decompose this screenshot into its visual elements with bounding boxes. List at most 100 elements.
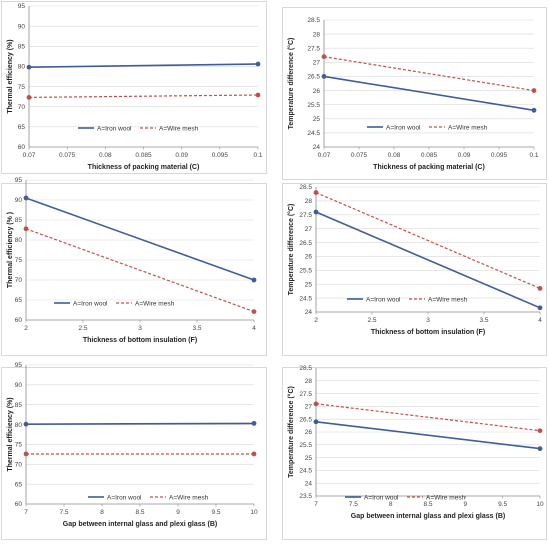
y-tick-label: 80 bbox=[15, 237, 23, 244]
x-tick-label: 0.075 bbox=[59, 152, 76, 159]
y-axis-title: Temperature difference (°C) bbox=[287, 386, 295, 478]
x-tick-label: 8 bbox=[100, 509, 104, 516]
x-tick-label: 3 bbox=[138, 325, 142, 332]
x-axis-title: Thickness of bottom insulation (F) bbox=[83, 337, 197, 344]
data-point bbox=[313, 401, 319, 407]
legend-label: A=Iron wool bbox=[97, 125, 132, 132]
y-tick-label: 28 bbox=[305, 378, 313, 385]
series-line-wire-mesh bbox=[315, 403, 541, 432]
data-point bbox=[537, 428, 543, 434]
y-tick-label: 24.5 bbox=[299, 468, 312, 475]
y-tick-label: 28.5 bbox=[299, 365, 312, 372]
legend-label: A=Wire mesh bbox=[169, 494, 209, 501]
data-point bbox=[23, 195, 29, 201]
y-tick-label: 80 bbox=[18, 64, 26, 71]
legend-label: A=Iron wool bbox=[386, 124, 421, 131]
data-point bbox=[23, 451, 29, 457]
legend-label: A=Wire mesh bbox=[159, 125, 199, 132]
series-line-wire-mesh bbox=[323, 56, 535, 92]
y-tick-label: 65 bbox=[18, 124, 26, 131]
data-point bbox=[26, 64, 32, 70]
data-point bbox=[321, 54, 327, 60]
x-tick-label: 0.1 bbox=[253, 152, 262, 159]
chart-frame bbox=[282, 183, 547, 356]
x-tick-label: 0.07 bbox=[23, 152, 36, 159]
series-line-iron-wool bbox=[25, 197, 255, 281]
x-axis-title: Gap between internal glass and plexi gla… bbox=[351, 513, 505, 520]
data-point bbox=[313, 419, 319, 425]
data-point bbox=[255, 61, 261, 67]
chart-frame bbox=[282, 7, 547, 180]
series-line-iron-wool bbox=[25, 422, 255, 426]
chart-5: 60 65 70 75 80 85 90 95 7 7.5 8 8.5 9 9.5 10 Gap betwee… bbox=[1, 362, 267, 540]
x-tick-label: 3 bbox=[426, 317, 430, 324]
x-tick-label: 0.1 bbox=[529, 152, 538, 159]
y-tick-label: 90 bbox=[15, 382, 23, 389]
x-tick-label: 0.09 bbox=[175, 152, 188, 159]
x-tick-label: 9 bbox=[464, 501, 468, 508]
data-point bbox=[251, 309, 257, 314]
series-line-iron-wool bbox=[315, 211, 541, 309]
chart-2: 24 24.5 25 25.5 26 26.5 27 27.5 28 28.5 0.07 0.075 0… bbox=[282, 7, 547, 180]
data-point bbox=[23, 226, 29, 232]
y-tick-label: 80 bbox=[15, 422, 23, 429]
y-tick-label: 27.5 bbox=[307, 45, 320, 52]
x-tick-label: 7.5 bbox=[349, 501, 358, 508]
chart-4: 24 24.5 25 25.5 26 26.5 27 27.5 28 28.5 2 2.5 3 3.5 4 T… bbox=[282, 183, 547, 356]
data-point bbox=[23, 421, 29, 427]
x-tick-label: 0.08 bbox=[99, 152, 112, 159]
x-tick-label: 4 bbox=[252, 325, 256, 332]
x-tick-label: 10 bbox=[536, 501, 544, 508]
x-axis-title: Gap between internal glass and plexi gla… bbox=[63, 521, 217, 528]
y-tick-label: 24 bbox=[305, 309, 313, 316]
legend-label: A=Wire mesh bbox=[135, 300, 175, 307]
y-tick-label: 75 bbox=[15, 257, 23, 264]
chart-frame bbox=[282, 367, 547, 540]
y-tick-label: 25.5 bbox=[299, 442, 312, 449]
data-point bbox=[251, 277, 257, 283]
y-tick-label: 27.5 bbox=[299, 391, 312, 398]
y-tick-label: 60 bbox=[15, 317, 23, 324]
y-tick-label: 65 bbox=[15, 481, 23, 488]
x-tick-label: 9.5 bbox=[211, 509, 220, 516]
y-tick-label: 26.5 bbox=[307, 74, 320, 81]
y-tick-label: 26 bbox=[305, 254, 313, 261]
x-tick-label: 2.5 bbox=[367, 317, 376, 324]
y-tick-label: 70 bbox=[15, 461, 23, 468]
y-tick-label: 85 bbox=[15, 402, 23, 409]
y-axis-title: Temperature difference (°C) bbox=[287, 204, 295, 296]
y-tick-label: 85 bbox=[15, 217, 23, 224]
x-tick-label: 3.5 bbox=[479, 317, 488, 324]
x-tick-label: 0.075 bbox=[351, 152, 368, 159]
y-tick-label: 28 bbox=[305, 198, 313, 205]
x-tick-label: 7 bbox=[314, 501, 318, 508]
y-tick-label: 70 bbox=[18, 104, 26, 111]
y-tick-label: 25 bbox=[305, 455, 313, 462]
x-tick-label: 8.5 bbox=[135, 509, 144, 516]
y-tick-label: 24.5 bbox=[299, 295, 312, 302]
y-axis-title: Thermal efficiency (%) bbox=[7, 39, 14, 113]
x-tick-label: 7.5 bbox=[59, 509, 68, 516]
x-tick-label: 4 bbox=[538, 317, 542, 324]
y-tick-label: 70 bbox=[15, 277, 23, 284]
x-tick-label: 0.095 bbox=[212, 152, 229, 159]
y-tick-label: 27.5 bbox=[299, 212, 312, 219]
legend-label: A=Iron wool bbox=[107, 494, 142, 501]
x-axis-title: Thickness of bottom insulation (F) bbox=[371, 329, 485, 336]
x-tick-label: 0.085 bbox=[421, 152, 438, 159]
legend-label: A=Wire mesh bbox=[426, 494, 466, 501]
x-tick-label: 9.5 bbox=[498, 501, 507, 508]
y-tick-label: 65 bbox=[15, 297, 23, 304]
y-tick-label: 75 bbox=[15, 442, 23, 449]
data-point bbox=[313, 209, 319, 215]
x-tick-label: 0.07 bbox=[318, 152, 331, 159]
y-tick-label: 24 bbox=[313, 144, 321, 151]
data-point bbox=[26, 95, 32, 100]
data-point bbox=[255, 92, 261, 98]
y-axis-title: Temperature difference (°C) bbox=[287, 38, 295, 130]
x-tick-label: 3.5 bbox=[192, 325, 201, 332]
y-tick-label: 28.5 bbox=[299, 184, 312, 191]
y-tick-label: 90 bbox=[15, 197, 23, 204]
y-tick-label: 24 bbox=[305, 480, 313, 487]
x-tick-label: 0.095 bbox=[491, 152, 508, 159]
